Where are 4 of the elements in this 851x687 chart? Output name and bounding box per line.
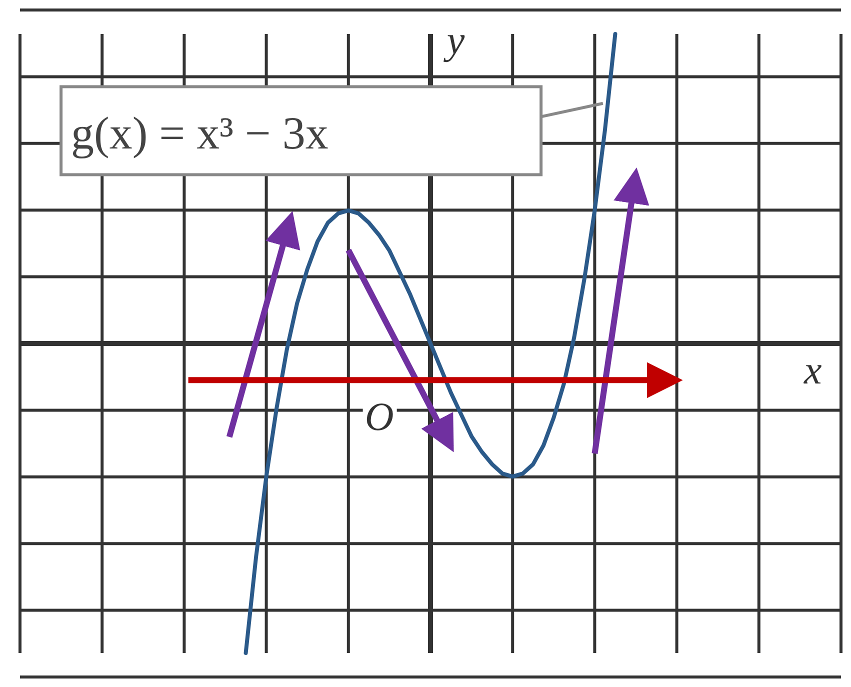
annotation: g(x) = x³ − 3x (71, 108, 328, 159)
x-axis-title: x (803, 348, 822, 393)
y-axis-title: y (442, 17, 465, 62)
annotation: O (364, 394, 394, 440)
